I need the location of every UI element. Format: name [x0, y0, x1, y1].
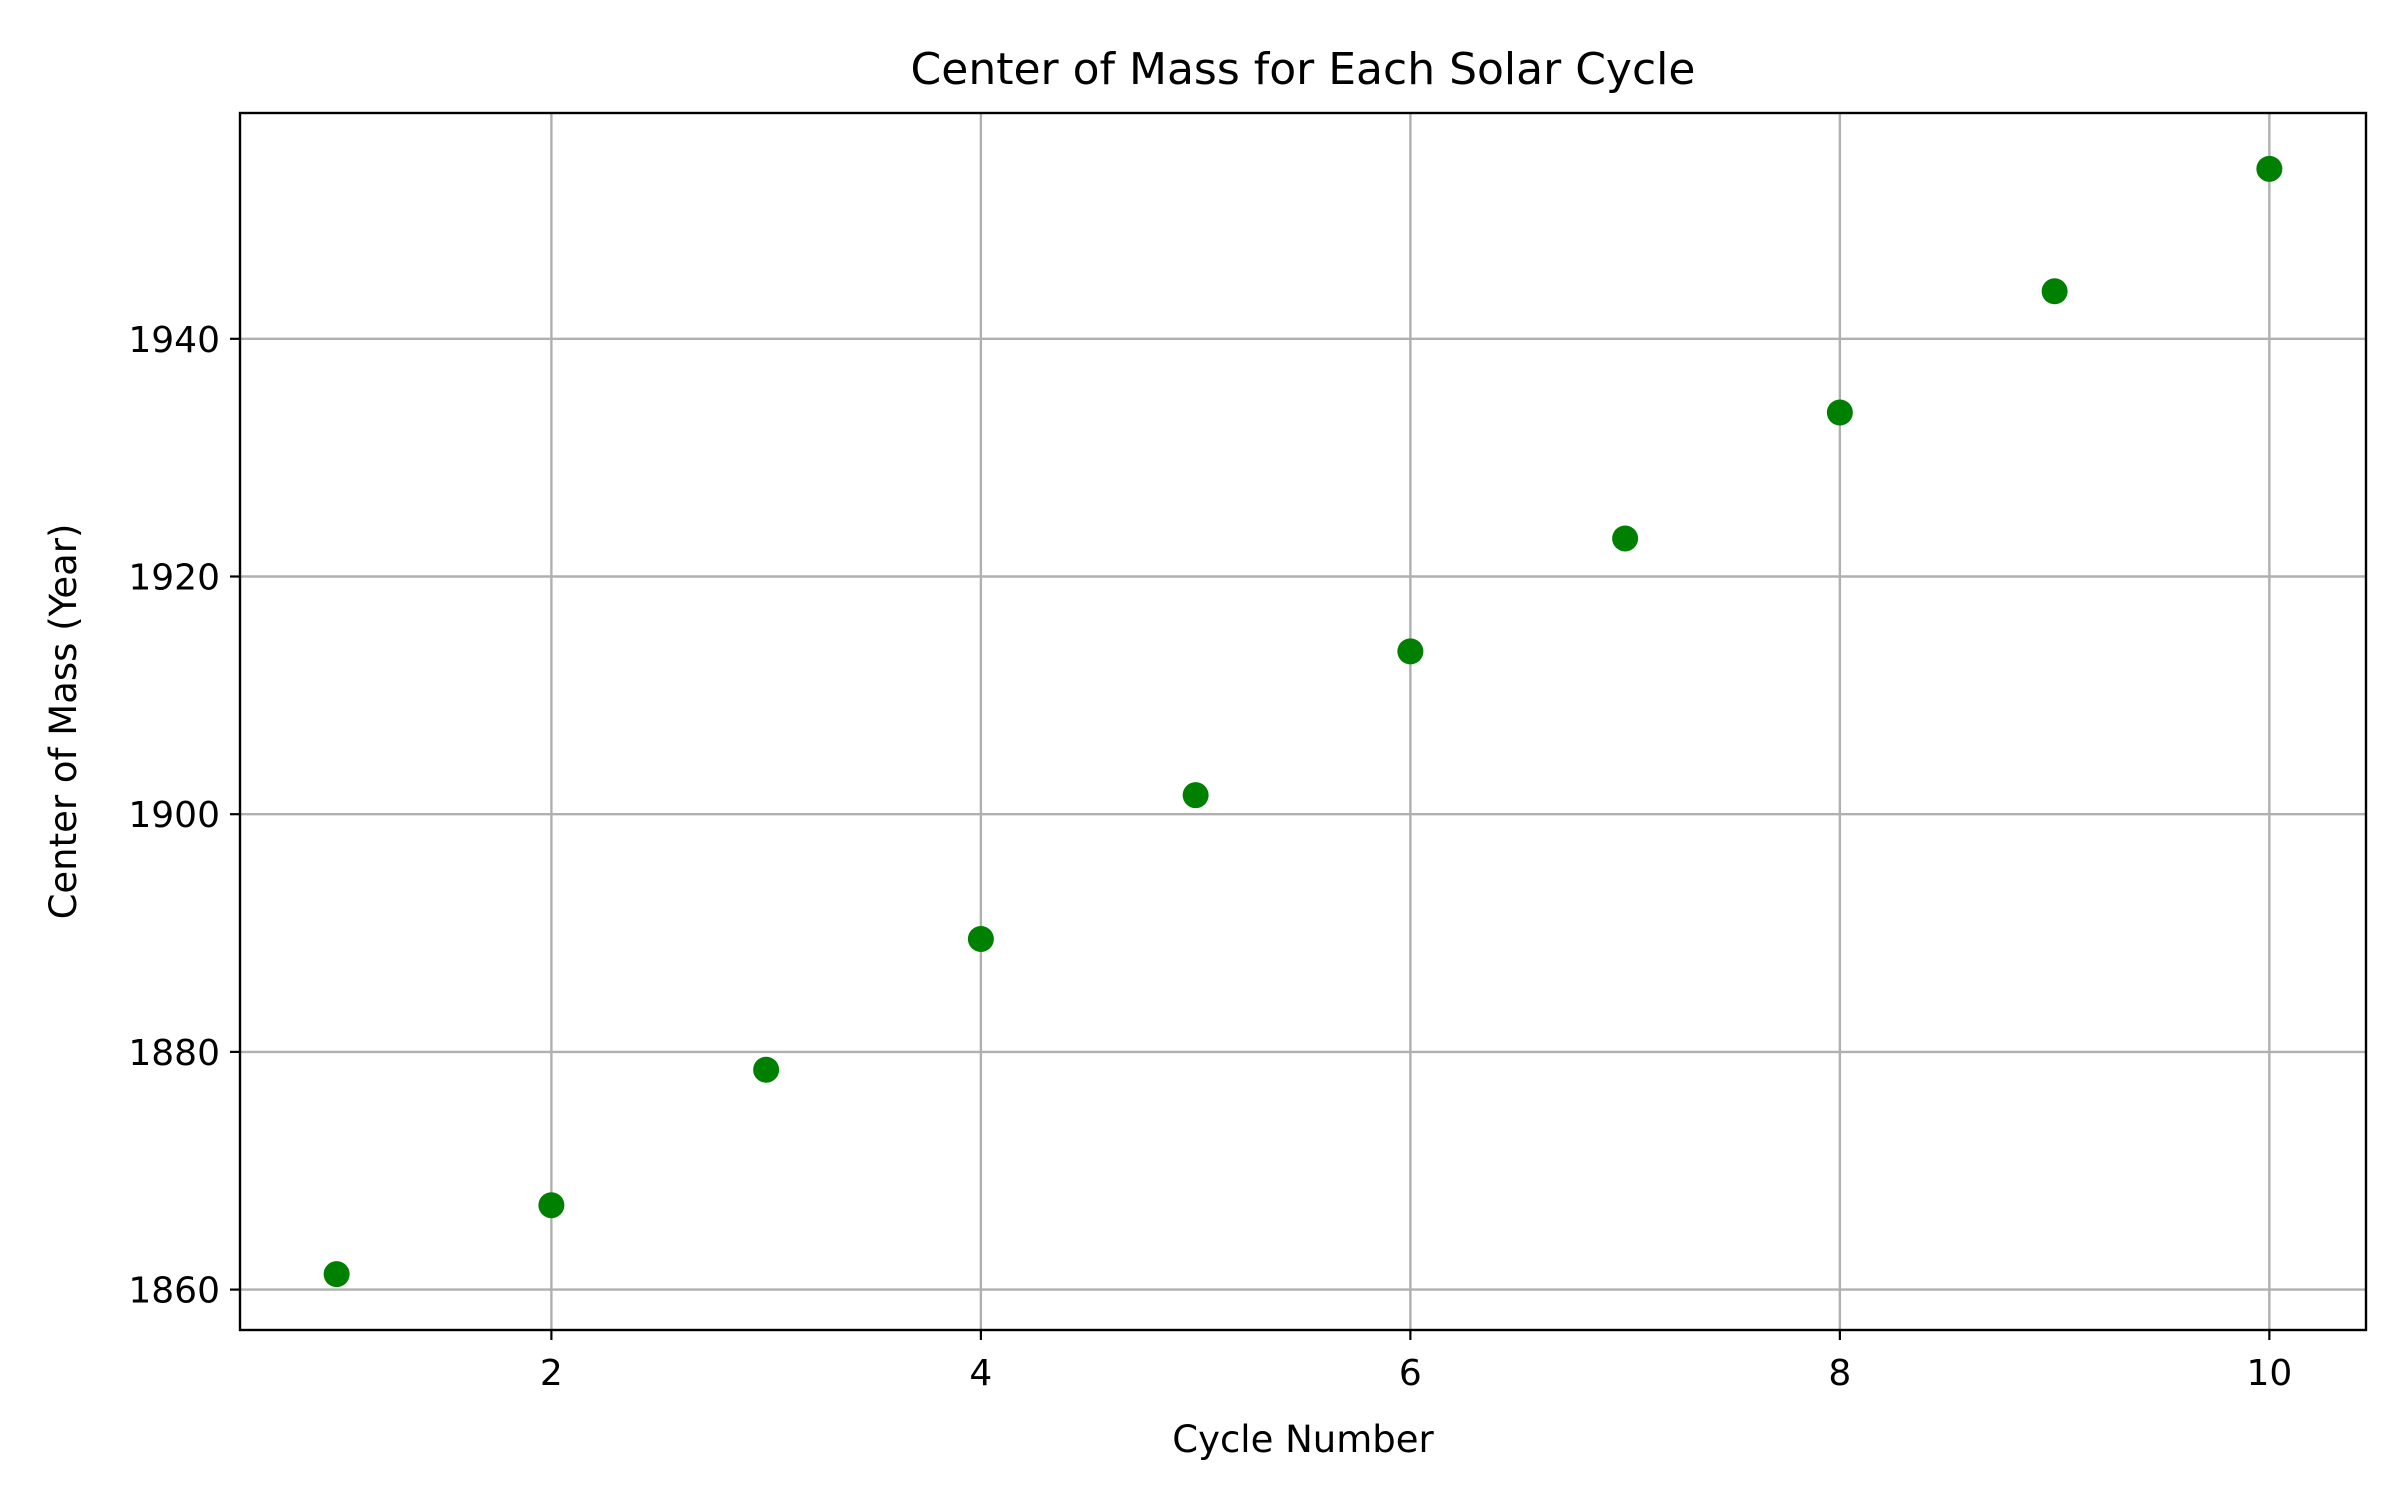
data-point [967, 925, 994, 952]
data-point [323, 1261, 350, 1288]
y-tick-label: 1940 [128, 320, 220, 361]
axis-ticks: 2 4 6 8 10 1860 1880 1900 1920 1940 [128, 320, 2292, 1394]
data-point [1612, 525, 1639, 552]
data-point [1182, 782, 1209, 809]
plot-frame [238, 111, 2368, 1332]
x-tick-label: 8 [1828, 1353, 1851, 1394]
y-tick-label: 1880 [128, 1033, 220, 1074]
grid-lines [240, 113, 2366, 1330]
data-point [538, 1192, 565, 1219]
data-points [323, 155, 2283, 1288]
y-axis-label: Center of Mass (Year) [42, 524, 85, 920]
y-tick-label: 1920 [128, 558, 220, 599]
data-point [1397, 638, 1424, 665]
x-tick-label: 4 [969, 1353, 992, 1394]
x-tick-label: 10 [2246, 1353, 2292, 1394]
x-axis-label: Cycle Number [1172, 1418, 1434, 1461]
data-point [2256, 155, 2283, 182]
data-point [753, 1056, 780, 1083]
y-tick-label: 1860 [128, 1271, 220, 1312]
data-point [1826, 399, 1853, 426]
x-tick-label: 6 [1399, 1353, 1422, 1394]
data-point [2041, 278, 2068, 305]
y-tick-label: 1900 [128, 795, 220, 836]
chart-title: Center of Mass for Each Solar Cycle [911, 44, 1696, 95]
x-tick-label: 2 [540, 1353, 563, 1394]
